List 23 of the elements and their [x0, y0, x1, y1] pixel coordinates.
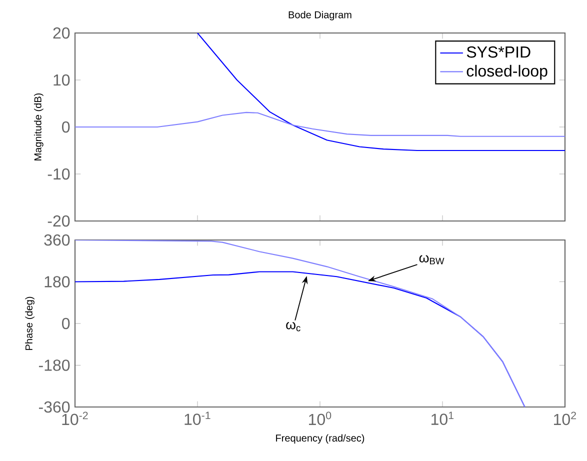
annotation: ω$_{c}$: [286, 322, 300, 332]
x-axis-title: Frequency (rad/sec): [276, 434, 364, 444]
x-tick-label: 10$^{0}$: [309, 412, 332, 426]
y-tick-label: 180: [44, 276, 70, 288]
y-tick-label: -20: [48, 215, 70, 227]
y-tick-label: 0: [62, 121, 70, 133]
x-tick-label: 10$^{1}$: [432, 412, 454, 425]
y-tick-label: 10: [54, 74, 70, 86]
legend-label: closed-loop: [466, 64, 548, 80]
legend-label: SYS*PID: [466, 46, 530, 58]
y-axis-title: Magnitude (dB): [34, 93, 44, 160]
x-tick-label: 10$^{-1}$: [184, 412, 210, 425]
y-tick-label: 360: [44, 234, 70, 246]
y-tick-label: 20: [53, 27, 70, 39]
chart-title: Bode Diagram: [288, 10, 352, 20]
x-tick-label: 10$^{-2}$: [62, 412, 88, 426]
y-axis-title: Phase (deg): [25, 296, 34, 350]
x-tick-label: 10$^{2}$: [554, 412, 576, 426]
y-tick-label: -360: [38, 401, 70, 413]
annotation: ω$_{BW}$: [419, 255, 444, 264]
y-tick-label: 0: [62, 318, 70, 330]
y-tick-label: -180: [38, 360, 70, 371]
y-tick-label: -10: [48, 168, 70, 180]
